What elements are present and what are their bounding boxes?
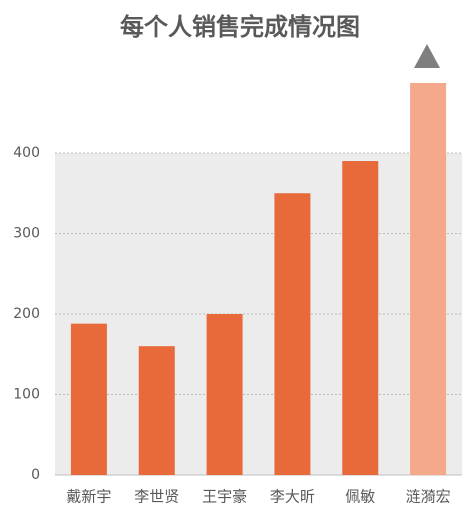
bar xyxy=(70,323,107,475)
x-tick-label: 李世贤 xyxy=(134,488,179,506)
bar xyxy=(138,346,175,475)
bar xyxy=(206,314,243,475)
bar xyxy=(342,161,379,476)
x-tick-label: 李大昕 xyxy=(270,488,315,506)
x-tick-label: 戴新宇 xyxy=(66,488,111,506)
y-tick-label: 100 xyxy=(13,387,40,403)
x-tick-label: 王宇豪 xyxy=(202,488,247,506)
y-tick-label: 200 xyxy=(13,306,40,322)
plot-background xyxy=(55,153,462,475)
x-tick-label: 涟漪宏 xyxy=(406,488,451,506)
y-tick-label: 0 xyxy=(31,467,40,483)
exceed-arrow xyxy=(414,44,440,68)
y-tick-label: 300 xyxy=(13,226,40,242)
bar xyxy=(410,82,447,475)
chart-title: 每个人销售完成情况图 xyxy=(120,13,360,41)
y-tick-label: 400 xyxy=(13,145,40,161)
bar xyxy=(274,193,311,475)
x-tick-label: 佩敏 xyxy=(345,488,375,506)
